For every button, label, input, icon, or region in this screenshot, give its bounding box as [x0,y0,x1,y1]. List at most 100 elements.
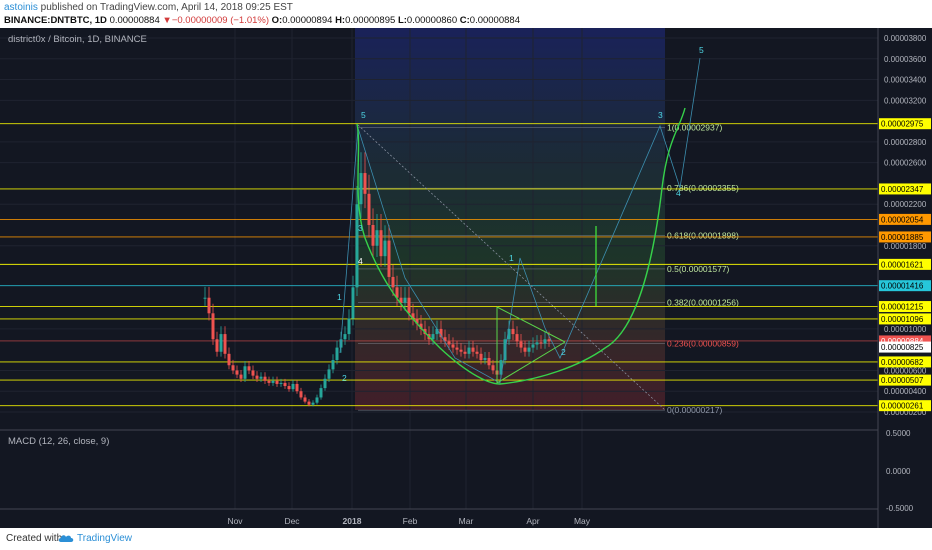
candle-body [451,344,455,348]
close-label: C: [459,15,470,26]
macd-label: MACD (12, 26, close, 9) [8,436,109,447]
tradingview-brand: TradingView [77,533,133,544]
macd-tick-label: 0.0000 [886,467,911,476]
price-tag-label: 0.00002347 [881,185,924,194]
price-tag [879,400,931,412]
candle-body [431,334,435,340]
candle-body [467,347,471,354]
created-with-text: Created with [6,533,63,544]
chart-container[interactable]: 1(0.00002937) 0.786(0.00002355) 0.618(0.00… [0,28,932,528]
price-tick-label: 0.00000200 [884,408,927,417]
macd-tick-label: -0.5000 [886,504,914,513]
price-axis[interactable] [878,28,932,528]
wave-label: 4 [358,256,363,266]
time-tick-label: 2018 [343,516,362,526]
price-tag-label: 0.00001416 [881,282,924,291]
price-tick-label: 0.00001800 [884,242,927,251]
price-tag-label: 0.00002975 [881,120,924,129]
horizontal-levels [0,123,878,407]
open-value: 0.00000894 [282,15,333,26]
candle-body [219,334,223,352]
fib-level-label: 0.618(0.00001898) [667,231,739,241]
candle-body [243,366,247,379]
price-tick-label: 0.00003800 [884,34,927,43]
candle-body [511,328,515,335]
high-label: H: [335,15,346,26]
candle-body [359,173,363,205]
candle-body [291,383,295,390]
candle-body [275,380,279,384]
wave-label: 3 [658,110,663,120]
candle-body [247,366,251,371]
chart-grid [0,28,878,509]
candle-body [403,297,407,303]
candle-body [271,380,275,383]
macd-tick-label: 0.5000 [886,429,911,438]
published-text: published on TradingView.com, April 14, … [37,2,293,13]
candle-body [315,397,319,403]
triangle-upper-line [496,306,566,343]
candle-body [471,347,475,352]
price-tag-label: 0.00001215 [881,303,924,312]
candle-body [539,342,543,344]
fib-level-label: 0.5(0.00001577) [667,264,730,274]
tradingview-link[interactable]: TradingView [58,533,132,544]
price-tag [879,356,931,368]
time-axis-ticks: Nov Dec 2018 Feb Mar Apr May [227,516,590,526]
price-tick-label: 0.00001000 [884,325,927,334]
price-tag-label: 0.00002054 [881,215,924,224]
price-tag [879,183,931,195]
candle-body [383,240,387,257]
ohlc-line: BINANCE:DNTBTC, 1D 0.00000884 ▼−0.000000… [4,15,520,26]
candle-body [355,204,359,288]
candle-body [203,297,207,299]
price-axis-ticks: 0.00003800 0.00003600 0.00003400 0.00003200… [884,34,927,417]
time-tick-label: Nov [227,516,243,526]
candle-body [367,193,371,225]
price-tick-label: 0.00000400 [884,387,927,396]
publish-line: astoinis published on TradingView.com, A… [4,2,293,13]
candle-body [399,297,403,303]
candle-body [475,351,479,354]
candle-body [235,370,239,375]
chart-canvas[interactable]: 1(0.00002937) 0.786(0.00002355) 0.618(0.00… [0,28,932,528]
price-tick-label: 0.00003600 [884,55,927,64]
price-tag [879,374,931,386]
candle-body [295,383,299,392]
candle-body [515,334,519,342]
candle-body [303,397,307,402]
author-link[interactable]: astoinis [4,2,38,13]
fib-level-label: 0.786(0.00002355) [667,183,739,193]
candle-body [519,341,523,348]
candle-body [347,318,351,335]
fib-levels: 1(0.00002937) 0.786(0.00002355) 0.618(0.00… [358,123,739,415]
candle-body [391,276,395,288]
candle-body [407,297,411,314]
candle-body [251,370,255,376]
candle-body [363,173,367,194]
footer: Created with TradingView [0,528,932,550]
price-tags: 0.00002975 0.00002347 0.00002054 0.00001885… [879,118,931,412]
candle-body [411,313,415,319]
price-tag [879,335,931,347]
wave-label: 2 [561,347,566,357]
fib-level-label: 1(0.00002937) [667,123,722,133]
time-tick-label: Feb [403,516,418,526]
candle-body [279,382,283,384]
time-tick-label: Dec [284,516,300,526]
candle-body [387,240,391,277]
drawings [339,57,701,411]
candle-body [487,357,491,366]
candle-body [439,328,443,338]
fib-level-label: 0.236(0.00000859) [667,339,739,349]
open-label: O: [271,15,283,26]
candle-body [531,344,535,348]
tradingview-cloud-icon [58,535,74,543]
price-tag [879,213,931,225]
candle-body [507,328,511,340]
price-tag-label: 0.00000507 [881,376,924,385]
candle-body [211,313,215,340]
price-tick-label: 0.00003400 [884,76,927,85]
price-tick-label: 0.00002200 [884,200,927,209]
wave-labels: 1 2 3 4 5 1 2 3 4 5 [337,45,704,383]
